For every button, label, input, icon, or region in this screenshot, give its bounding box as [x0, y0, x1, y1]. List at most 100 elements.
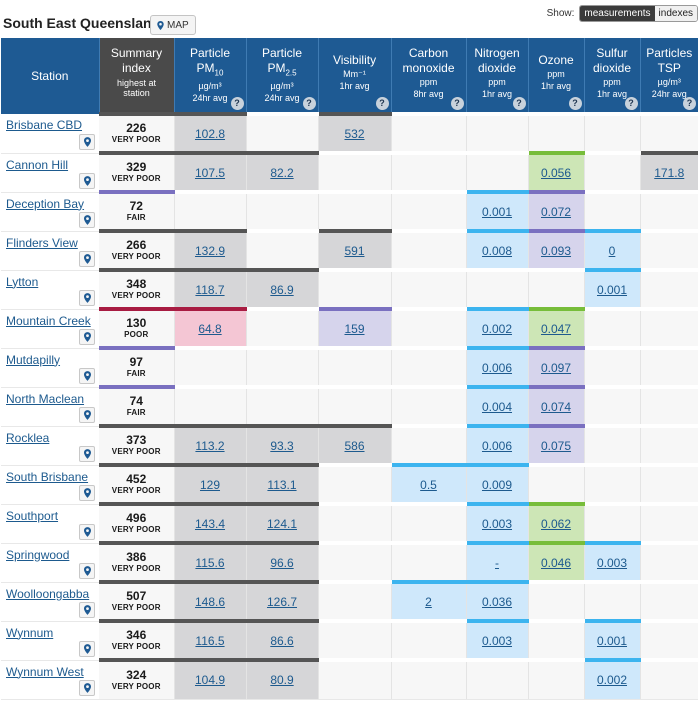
help-icon[interactable]: ?: [230, 97, 244, 110]
pm10-value[interactable]: 104.9: [194, 673, 226, 688]
nitrogen-dioxide-value[interactable]: 0.036: [481, 594, 513, 609]
sulfur-dioxide-cell: [584, 426, 641, 466]
station-location-button[interactable]: [79, 406, 95, 423]
station-location-button[interactable]: [79, 328, 95, 345]
pm10-value[interactable]: 132.9: [194, 243, 226, 258]
help-icon[interactable]: ?: [683, 97, 696, 110]
nitrogen-dioxide-cell: 0.009: [466, 463, 529, 505]
pm25-value[interactable]: 86.6: [270, 633, 294, 648]
station-link[interactable]: Brisbane CBD: [6, 118, 83, 132]
pm25-value[interactable]: 82.2: [270, 165, 294, 180]
pm10-value[interactable]: 113.2: [195, 438, 225, 453]
station-link[interactable]: Flinders View: [6, 235, 78, 250]
station-link[interactable]: Springwood: [6, 547, 70, 562]
ozone-value[interactable]: 0.047: [540, 321, 572, 336]
nitrogen-dioxide-value[interactable]: 0.003: [481, 516, 513, 531]
pm10-value[interactable]: 143.4: [194, 516, 226, 531]
station-link[interactable]: Wynnum: [6, 625, 54, 640]
pm10-value[interactable]: 107.5: [194, 165, 226, 180]
nitrogen-dioxide-value[interactable]: 0.009: [481, 477, 513, 492]
help-icon[interactable]: ?: [512, 97, 526, 110]
ozone-value[interactable]: 0.097: [540, 360, 572, 375]
ozone-value[interactable]: 0.074: [540, 399, 572, 414]
sulfur-dioxide-value[interactable]: 0: [608, 243, 616, 258]
ozone-value[interactable]: 0.062: [540, 516, 572, 531]
station-link[interactable]: Deception Bay: [6, 196, 85, 211]
pm10-value[interactable]: 129: [199, 477, 221, 492]
visibility-value[interactable]: 591: [344, 243, 365, 258]
station-location-button[interactable]: [79, 679, 95, 696]
station-link[interactable]: Cannon Hill: [6, 157, 69, 172]
station-location-button[interactable]: [79, 211, 95, 228]
station-location-button[interactable]: [79, 250, 95, 267]
nitrogen-dioxide-value[interactable]: -: [495, 555, 499, 570]
station-link[interactable]: Lytton: [6, 274, 39, 289]
pm10-value[interactable]: 102.8: [194, 126, 226, 141]
station-location-button[interactable]: [79, 289, 95, 306]
station-location-button[interactable]: [79, 484, 95, 501]
help-icon[interactable]: ?: [375, 97, 389, 110]
sulfur-dioxide-value[interactable]: 0.001: [596, 633, 628, 648]
station-location-button[interactable]: [79, 172, 95, 189]
station-location-button[interactable]: [79, 562, 95, 579]
summary-index-cell: 74 FAIR: [99, 385, 175, 427]
help-icon[interactable]: ?: [568, 97, 582, 110]
station-link[interactable]: South Brisbane: [6, 469, 89, 484]
station-location-button[interactable]: [79, 640, 95, 657]
particles-tsp-value[interactable]: 171.8: [654, 165, 685, 180]
station-link[interactable]: Mutdapilly: [6, 352, 61, 367]
toggle-indexes[interactable]: indexes: [654, 6, 697, 21]
pm10-value[interactable]: 115.6: [195, 555, 225, 570]
help-icon[interactable]: ?: [450, 97, 464, 110]
pm25-value[interactable]: 80.9: [270, 673, 294, 688]
station-location-button[interactable]: [79, 367, 95, 384]
pm10-value[interactable]: 64.8: [198, 321, 222, 336]
visibility-value[interactable]: 159: [344, 321, 365, 336]
toggle-measurements[interactable]: measurements: [580, 6, 655, 21]
carbon-monoxide-value[interactable]: 0.5: [420, 477, 437, 492]
nitrogen-dioxide-value[interactable]: 0.006: [481, 438, 513, 453]
map-button[interactable]: MAP: [150, 15, 196, 35]
nitrogen-dioxide-value[interactable]: 0.006: [481, 360, 513, 375]
station-link[interactable]: Mountain Creek: [6, 313, 91, 328]
station-link[interactable]: Rocklea: [6, 430, 50, 445]
pm10-value[interactable]: 148.6: [194, 594, 226, 609]
pm25-value[interactable]: 96.6: [270, 555, 294, 570]
visibility-value[interactable]: 532: [344, 126, 365, 141]
nitrogen-dioxide-value[interactable]: 0.004: [481, 399, 513, 414]
help-icon[interactable]: ?: [302, 97, 316, 110]
station-location-button[interactable]: [79, 523, 95, 540]
nitrogen-dioxide-value[interactable]: 0.003: [481, 633, 513, 648]
ozone-value[interactable]: 0.075: [540, 438, 572, 453]
pm25-value[interactable]: 113.1: [267, 477, 297, 492]
station-link[interactable]: North Maclean: [6, 391, 85, 406]
station-link[interactable]: Woolloongabba: [6, 586, 90, 601]
station-link[interactable]: Wynnum West: [6, 664, 84, 679]
summary-index-value: 348: [126, 277, 147, 291]
pm25-value[interactable]: 124.1: [266, 516, 298, 531]
nitrogen-dioxide-value[interactable]: 0.001: [481, 204, 513, 219]
ozone-value[interactable]: 0.056: [540, 165, 572, 180]
station-location-button[interactable]: [79, 601, 95, 618]
ozone-value[interactable]: 0.046: [540, 555, 572, 570]
station-location-button[interactable]: [79, 133, 95, 150]
help-icon[interactable]: ?: [624, 97, 638, 110]
pm25-value[interactable]: 86.9: [270, 282, 294, 297]
ozone-value[interactable]: 0.093: [540, 243, 572, 258]
carbon-monoxide-value[interactable]: 2: [425, 594, 432, 609]
visibility-value[interactable]: 586: [344, 438, 365, 453]
station-link[interactable]: Southport: [6, 508, 59, 523]
nitrogen-dioxide-value[interactable]: 0.002: [481, 321, 513, 336]
ozone-value[interactable]: 0.072: [540, 204, 572, 219]
sulfur-dioxide-value[interactable]: 0.002: [596, 673, 628, 688]
visibility-cell: 591: [318, 229, 392, 271]
pm25-value[interactable]: 93.3: [270, 438, 294, 453]
pm10-value[interactable]: 118.7: [195, 282, 225, 297]
station-location-button[interactable]: [79, 445, 95, 462]
sulfur-dioxide-value[interactable]: 0.003: [596, 555, 628, 570]
pm25-cell: [246, 387, 319, 427]
sulfur-dioxide-value[interactable]: 0.001: [596, 282, 628, 297]
pm10-value[interactable]: 116.5: [195, 633, 225, 648]
pm25-value[interactable]: 126.7: [266, 594, 298, 609]
nitrogen-dioxide-value[interactable]: 0.008: [481, 243, 513, 258]
